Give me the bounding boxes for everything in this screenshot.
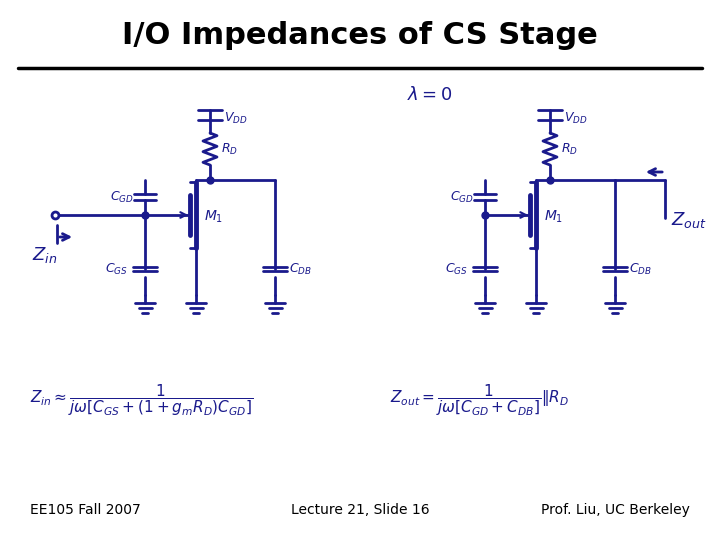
Text: Prof. Liu, UC Berkeley: Prof. Liu, UC Berkeley [541, 503, 690, 517]
Text: $M_1$: $M_1$ [544, 209, 563, 225]
Text: $R_D$: $R_D$ [221, 141, 238, 157]
Text: $C_{DB}$: $C_{DB}$ [289, 261, 312, 276]
Text: $Z_{out}$: $Z_{out}$ [671, 210, 707, 230]
Text: $C_{DB}$: $C_{DB}$ [629, 261, 652, 276]
Text: $C_{GS}$: $C_{GS}$ [105, 261, 127, 276]
Text: I/O Impedances of CS Stage: I/O Impedances of CS Stage [122, 21, 598, 50]
Text: EE105 Fall 2007: EE105 Fall 2007 [30, 503, 140, 517]
Text: $Z_{out} = \dfrac{1}{j\omega\left[C_{GD} + C_{DB}\right]} \Vert R_D$: $Z_{out} = \dfrac{1}{j\omega\left[C_{GD}… [390, 382, 569, 418]
Text: $C_{GS}$: $C_{GS}$ [445, 261, 468, 276]
Text: $\lambda = 0$: $\lambda = 0$ [408, 86, 453, 104]
Text: $C_{GD}$: $C_{GD}$ [110, 190, 134, 205]
Text: $Z_{in} \approx \dfrac{1}{j\omega\left[C_{GS} + (1 + g_m R_D)C_{GD}\right]}$: $Z_{in} \approx \dfrac{1}{j\omega\left[C… [30, 382, 253, 418]
Text: $V_{DD}$: $V_{DD}$ [564, 111, 588, 126]
Text: $C_{GD}$: $C_{GD}$ [450, 190, 474, 205]
Text: $R_D$: $R_D$ [561, 141, 578, 157]
Text: $M_1$: $M_1$ [204, 209, 223, 225]
Text: Lecture 21, Slide 16: Lecture 21, Slide 16 [291, 503, 429, 517]
Text: $V_{DD}$: $V_{DD}$ [224, 111, 248, 126]
Text: $Z_{in}$: $Z_{in}$ [32, 245, 58, 265]
